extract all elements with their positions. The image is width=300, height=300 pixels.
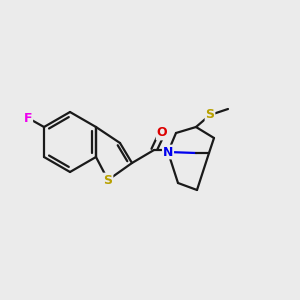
Text: F: F bbox=[24, 112, 32, 124]
Text: S: S bbox=[103, 173, 112, 187]
Text: N: N bbox=[163, 146, 173, 158]
Text: S: S bbox=[206, 109, 214, 122]
Text: O: O bbox=[157, 127, 167, 140]
